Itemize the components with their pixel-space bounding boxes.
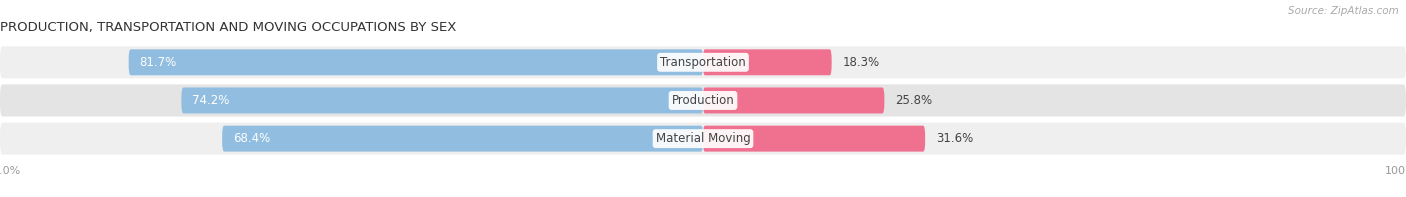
FancyBboxPatch shape (703, 126, 925, 152)
Text: Production: Production (672, 94, 734, 107)
Text: Material Moving: Material Moving (655, 132, 751, 145)
Text: 18.3%: 18.3% (842, 56, 879, 69)
FancyBboxPatch shape (222, 126, 703, 152)
Text: 31.6%: 31.6% (936, 132, 973, 145)
Text: PRODUCTION, TRANSPORTATION AND MOVING OCCUPATIONS BY SEX: PRODUCTION, TRANSPORTATION AND MOVING OC… (0, 21, 457, 34)
FancyBboxPatch shape (703, 87, 884, 113)
Text: 68.4%: 68.4% (232, 132, 270, 145)
FancyBboxPatch shape (0, 123, 1406, 155)
Text: 81.7%: 81.7% (139, 56, 176, 69)
FancyBboxPatch shape (0, 46, 1406, 78)
FancyBboxPatch shape (129, 49, 703, 75)
FancyBboxPatch shape (703, 49, 832, 75)
FancyBboxPatch shape (181, 87, 703, 113)
FancyBboxPatch shape (0, 85, 1406, 116)
Text: Source: ZipAtlas.com: Source: ZipAtlas.com (1288, 6, 1399, 16)
Text: Transportation: Transportation (661, 56, 745, 69)
Text: 74.2%: 74.2% (191, 94, 229, 107)
Text: 25.8%: 25.8% (896, 94, 932, 107)
